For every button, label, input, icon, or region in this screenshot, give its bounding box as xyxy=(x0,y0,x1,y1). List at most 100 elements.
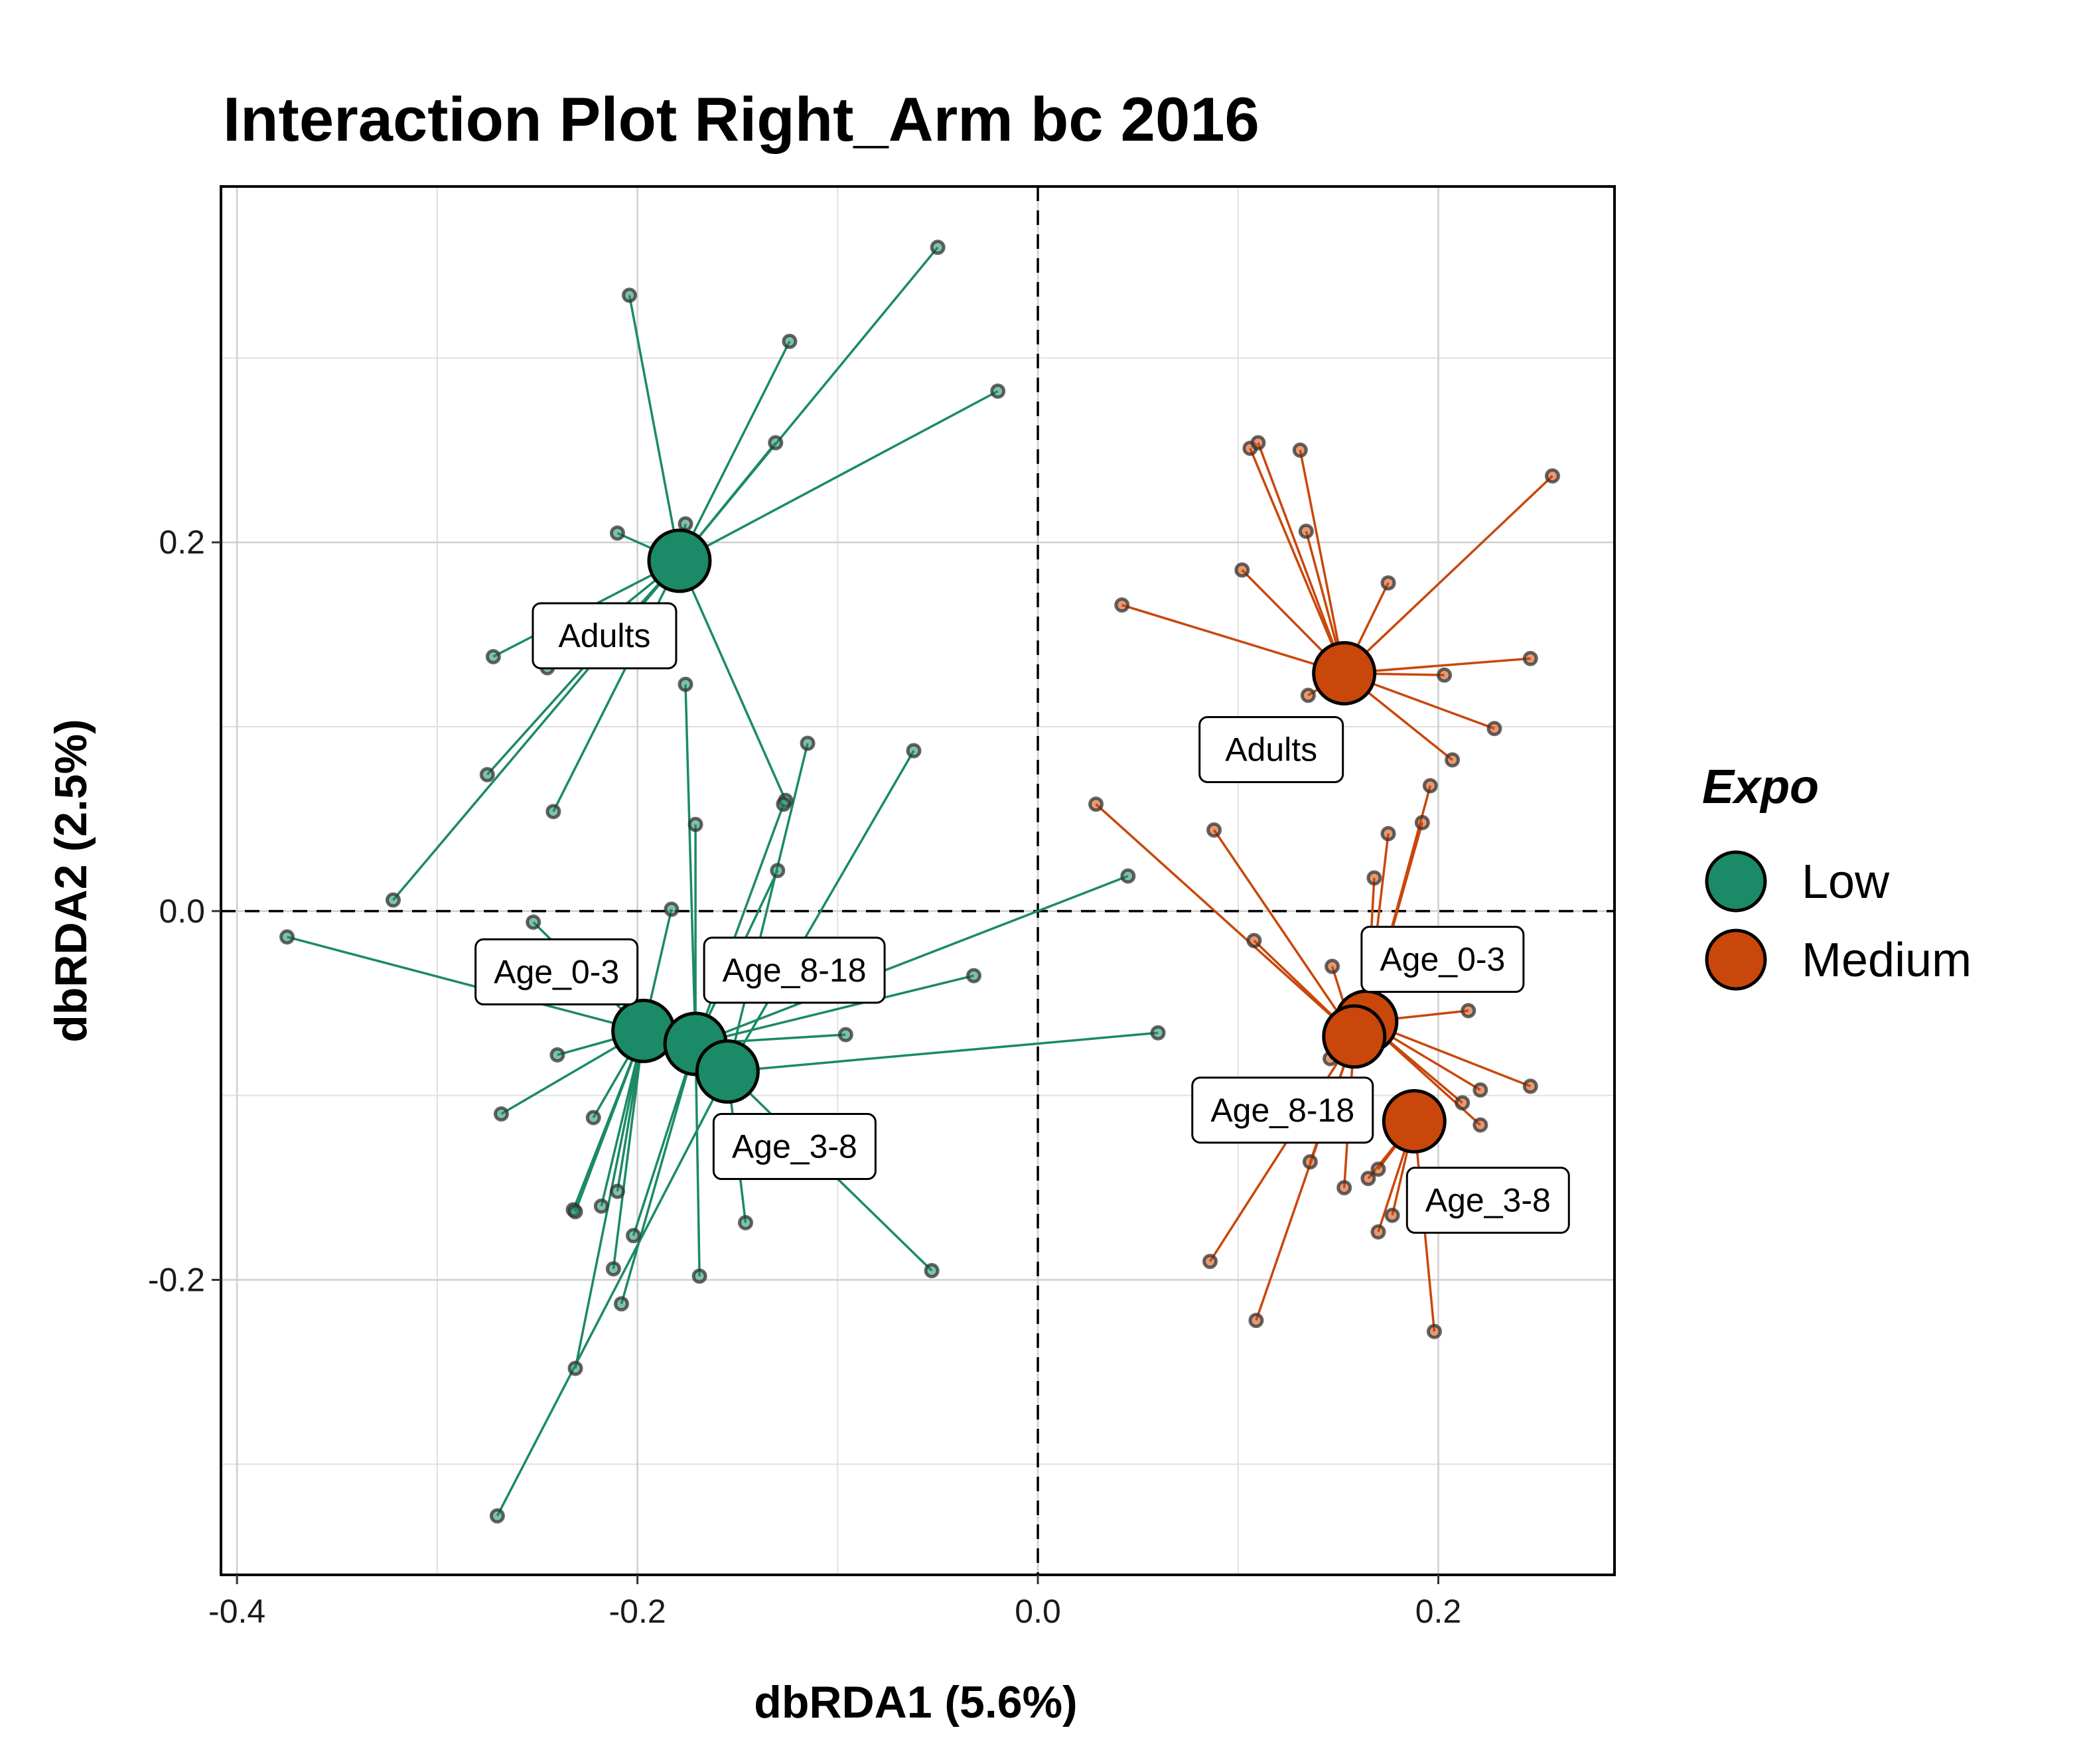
centroid-labels: Adults Age_0-3 Age_8-18 Age_3-8 Adults Age_0-… xyxy=(474,602,1570,1234)
y-tick-label: 0.0 xyxy=(159,893,205,930)
label-box xyxy=(1405,1167,1570,1234)
data-point xyxy=(567,1360,583,1376)
centroid-label: Age_0-3 xyxy=(474,938,639,1005)
data-point xyxy=(1298,524,1314,540)
data-point xyxy=(626,1228,642,1244)
spider-segment xyxy=(726,743,809,1072)
data-point xyxy=(1336,1180,1352,1196)
y-axis-title: dbRDA2 (2.5%) xyxy=(46,719,96,1042)
data-point xyxy=(800,735,816,751)
data-point xyxy=(738,1214,754,1230)
data-point xyxy=(1414,814,1430,830)
data-point xyxy=(1472,1082,1488,1098)
spider-segment xyxy=(1213,829,1356,1037)
spider-segment xyxy=(632,1043,697,1236)
data-point xyxy=(609,525,625,541)
data-point xyxy=(485,648,501,664)
x-tick-label: 0.0 xyxy=(1015,1593,1061,1630)
data-point xyxy=(906,743,922,759)
data-point xyxy=(1360,1171,1376,1187)
centroid-marker xyxy=(1322,1004,1387,1069)
data-point xyxy=(1370,1224,1386,1240)
spider-segment xyxy=(694,1043,701,1276)
legend: Expo Low Medium xyxy=(1702,761,1972,991)
spider-segment xyxy=(628,295,681,561)
data-point xyxy=(593,1198,609,1214)
spider-segment xyxy=(612,1031,645,1270)
data-point xyxy=(545,804,561,820)
data-point xyxy=(1120,868,1136,884)
spider-segment xyxy=(678,340,791,561)
centroid-marker xyxy=(695,1039,760,1104)
data-point xyxy=(782,333,798,349)
spider-segment xyxy=(1095,803,1355,1038)
centroid-label: Adults xyxy=(532,602,678,670)
spider-segment xyxy=(694,804,785,1045)
data-point xyxy=(1437,667,1453,683)
centroid-marker xyxy=(1312,640,1377,705)
x-tick-label: 0.2 xyxy=(1415,1593,1462,1630)
data-point xyxy=(613,1296,629,1312)
x-tick-label: -0.2 xyxy=(609,1593,666,1630)
data-point xyxy=(1380,575,1396,591)
data-point xyxy=(776,796,792,812)
data-point xyxy=(1486,721,1502,737)
centroid-marker xyxy=(647,528,712,593)
data-point xyxy=(1544,468,1560,484)
data-point xyxy=(990,383,1006,399)
data-point xyxy=(1422,778,1438,794)
data-point xyxy=(1455,1095,1471,1111)
legend-swatch-medium xyxy=(1705,928,1767,991)
data-point xyxy=(1292,442,1308,458)
data-point xyxy=(1370,1161,1386,1177)
label-text: Age_3-8 xyxy=(732,1128,857,1165)
centroid-label: Adults xyxy=(1198,715,1344,783)
data-point xyxy=(1114,597,1130,613)
label-box xyxy=(474,938,639,1005)
data-point xyxy=(768,435,784,451)
data-point xyxy=(924,1263,940,1279)
data-point xyxy=(1150,1025,1166,1041)
legend-label-low: Low xyxy=(1802,855,1890,909)
legend-swatch-low xyxy=(1705,850,1767,913)
spider-segment xyxy=(620,1043,697,1305)
spider-segment xyxy=(684,684,697,1044)
data-point xyxy=(837,1027,853,1043)
spider-segment xyxy=(287,936,644,1033)
data-point xyxy=(1522,650,1538,666)
centroid-label: Age_3-8 xyxy=(712,1113,877,1181)
data-point xyxy=(930,240,946,256)
data-point xyxy=(1250,435,1266,451)
x-tick-label: -0.4 xyxy=(208,1593,265,1630)
data-point xyxy=(479,767,495,782)
data-point xyxy=(1246,932,1262,948)
data-point xyxy=(385,892,401,908)
data-point xyxy=(678,516,693,532)
data-point xyxy=(1522,1078,1538,1094)
data-point xyxy=(1302,1154,1318,1170)
spider-segment xyxy=(695,875,1129,1045)
data-point xyxy=(1426,1323,1442,1339)
data-point xyxy=(567,1204,583,1220)
data-point xyxy=(1300,688,1316,703)
data-point xyxy=(1202,1254,1218,1270)
data-point xyxy=(664,901,680,917)
group-centroids xyxy=(611,528,1447,1154)
label-text: Age_0-3 xyxy=(494,953,619,990)
label-text: Adults xyxy=(558,617,650,654)
data-point xyxy=(1445,752,1461,768)
y-tick-label: -0.2 xyxy=(148,1261,205,1298)
centroid-label: Age_8-18 xyxy=(1191,1076,1374,1144)
spider-segment xyxy=(679,390,999,562)
centroid-label: Age_3-8 xyxy=(1405,1167,1570,1234)
label-text: Age_0-3 xyxy=(1380,941,1505,978)
spider-segment xyxy=(1343,475,1553,674)
x-axis-title: dbRDA1 (5.6%) xyxy=(754,1677,1077,1727)
data-point xyxy=(1380,826,1396,842)
reference-lines xyxy=(221,186,1615,1575)
data-point xyxy=(1366,870,1382,886)
data-point xyxy=(770,863,786,879)
label-box xyxy=(712,1113,877,1181)
data-point xyxy=(585,1110,601,1126)
